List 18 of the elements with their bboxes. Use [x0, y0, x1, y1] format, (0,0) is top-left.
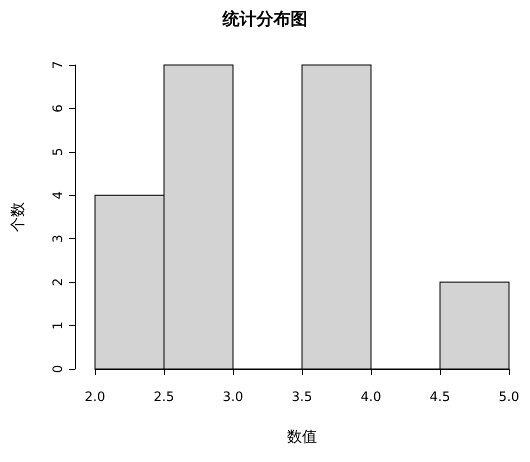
y-tick-label: 3 [51, 234, 66, 243]
x-tick-label: 3.0 [222, 390, 244, 405]
x-tick-label: 2.0 [84, 390, 106, 405]
x-tick-label: 4.0 [360, 390, 382, 405]
y-axis-title: 个数 [8, 202, 26, 232]
chart-title: 统计分布图 [222, 10, 308, 30]
x-axis-title: 数值 [287, 428, 317, 446]
y-tick-label: 2 [51, 278, 66, 286]
x-tick-label: 3.5 [292, 390, 312, 405]
y-tick-label: 0 [51, 364, 66, 374]
x-tick-label: 4.5 [430, 390, 450, 405]
y-tick-label: 5 [51, 148, 66, 156]
x-tick-label: 2.5 [154, 390, 174, 405]
y-tick-label: 4 [51, 191, 66, 200]
x-tick-label: 5.0 [498, 390, 520, 405]
y-tick-label: 1 [51, 321, 66, 330]
y-tick-label: 7 [51, 60, 66, 70]
y-tick-label: 6 [51, 104, 66, 113]
